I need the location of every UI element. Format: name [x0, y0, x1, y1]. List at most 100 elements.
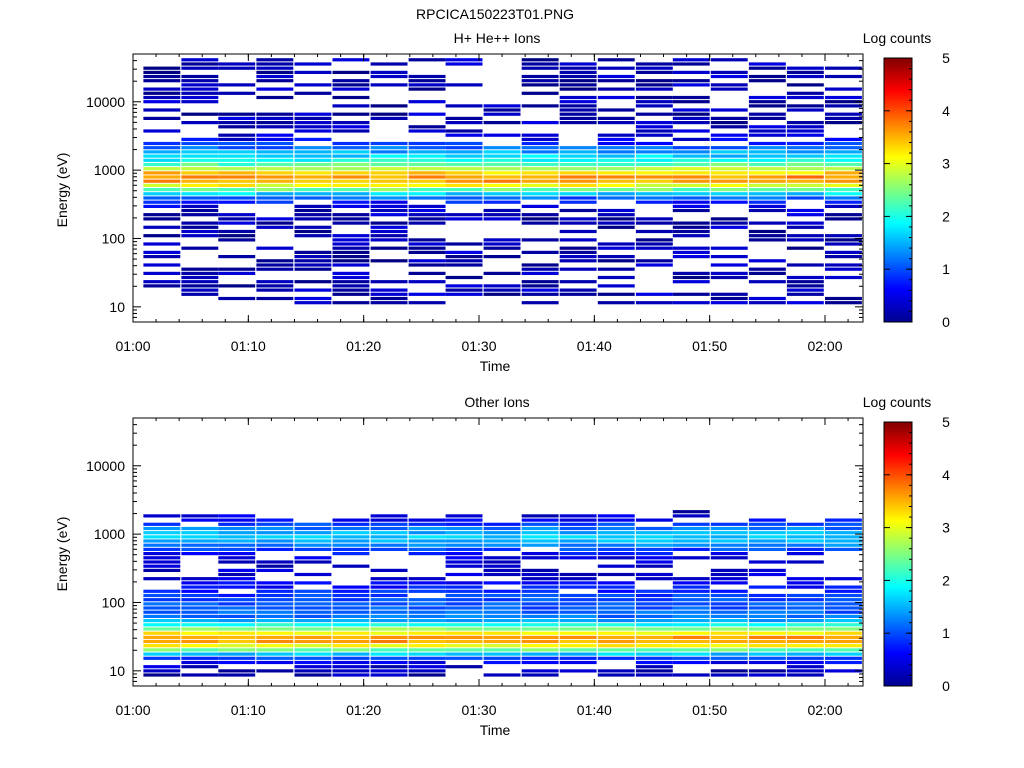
x-tick-label: 01:10	[231, 702, 266, 718]
heatmap-cell	[825, 614, 862, 618]
heatmap-cell	[181, 552, 219, 556]
heatmap-cell	[825, 585, 862, 589]
heatmap-cell	[635, 87, 673, 91]
heatmap-cell	[445, 259, 483, 263]
heatmap-cell	[332, 631, 370, 635]
heatmap-cell	[710, 188, 748, 192]
heatmap-cell	[597, 58, 635, 62]
heatmap-cell	[483, 208, 521, 213]
heatmap-cell	[635, 644, 673, 648]
colorbar-tick-label: 3	[942, 156, 950, 172]
heatmap-cell	[218, 255, 256, 259]
heatmap-cell	[445, 531, 483, 535]
heatmap-cell	[672, 610, 710, 614]
heatmap-cell	[521, 518, 559, 522]
heatmap-cell	[597, 631, 635, 635]
heatmap-cell	[559, 539, 597, 543]
heatmap-cell	[294, 154, 332, 158]
heatmap-cell	[825, 598, 862, 602]
heatmap-cell	[181, 146, 219, 150]
y-tick-label: 100	[102, 594, 126, 610]
heatmap-cell	[181, 175, 219, 179]
heatmap-cell	[521, 292, 559, 296]
heatmap-cell	[143, 74, 181, 79]
heatmap-cell	[786, 619, 824, 623]
heatmap-cell	[786, 652, 824, 656]
heatmap-cell	[597, 593, 635, 598]
heatmap-cell	[408, 531, 446, 535]
heatmap-cell	[786, 660, 824, 665]
heatmap-cell	[635, 146, 673, 150]
heatmap-cell	[521, 66, 559, 70]
heatmap-cell	[786, 208, 824, 213]
heatmap-cell	[332, 238, 370, 242]
heatmap-cell	[218, 171, 256, 175]
heatmap-cell	[332, 175, 370, 179]
heatmap-cell	[559, 221, 597, 225]
heatmap-cell	[332, 602, 370, 606]
heatmap-cell	[825, 577, 862, 581]
heatmap-cell	[710, 639, 748, 644]
heatmap-cell	[786, 171, 824, 175]
heatmap-cell	[635, 125, 673, 129]
heatmap-cell	[748, 112, 786, 116]
heatmap-cell	[672, 196, 710, 200]
heatmap-cell	[672, 585, 710, 589]
heatmap-cell	[294, 121, 332, 125]
heatmap-cell	[332, 547, 370, 551]
heatmap-cell	[370, 301, 408, 305]
heatmap-cell	[256, 175, 294, 179]
heatmap-cell	[256, 535, 294, 539]
heatmap-cell	[672, 171, 710, 175]
heatmap-cell	[332, 121, 370, 125]
heatmap-cell	[748, 644, 786, 648]
heatmap-cell	[786, 263, 824, 267]
heatmap-cell	[408, 589, 446, 593]
x-tick-label: 01:50	[692, 702, 727, 718]
heatmap-cell	[710, 598, 748, 602]
heatmap-cell	[559, 246, 597, 250]
heatmap-cell	[710, 652, 748, 656]
heatmap-cell	[256, 221, 294, 225]
heatmap-cell	[181, 543, 219, 547]
heatmap-cell	[786, 673, 824, 677]
heatmap-cell	[256, 158, 294, 162]
heatmap-cell	[635, 121, 673, 125]
heatmap-cell	[143, 535, 181, 539]
heatmap-cell	[181, 58, 219, 62]
heatmap-cell	[218, 518, 256, 522]
heatmap-cell	[332, 171, 370, 175]
heatmap-cell	[748, 150, 786, 154]
heatmap-cell	[825, 255, 862, 259]
heatmap-cell	[825, 95, 862, 100]
heatmap-cell	[635, 639, 673, 644]
heatmap-cell	[672, 510, 710, 514]
heatmap-cell	[597, 137, 635, 141]
heatmap-cell	[332, 271, 370, 275]
heatmap-cell	[408, 602, 446, 606]
heatmap-cell	[672, 581, 710, 585]
heatmap-cell	[408, 518, 446, 522]
y-tick-label: 10000	[86, 94, 125, 110]
heatmap-cell	[635, 623, 673, 627]
heatmap-cell	[748, 179, 786, 183]
heatmap-cell	[332, 564, 370, 568]
heatmap-cell	[256, 79, 294, 83]
heatmap-cell	[635, 154, 673, 158]
heatmap-cell	[521, 83, 559, 87]
heatmap-cell	[294, 631, 332, 635]
heatmap-cell	[559, 522, 597, 526]
heatmap-cell	[370, 246, 408, 250]
heatmap-cell	[672, 631, 710, 635]
colorbar-tick-label: 2	[942, 572, 950, 588]
heatmap-cell	[597, 585, 635, 589]
heatmap-cell	[825, 100, 862, 104]
heatmap-cell	[218, 296, 256, 301]
heatmap-cell	[672, 280, 710, 284]
heatmap-cell	[408, 162, 446, 167]
heatmap-cell	[786, 221, 824, 225]
heatmap-cell	[597, 171, 635, 175]
heatmap-cell	[825, 652, 862, 656]
heatmap-cell	[370, 610, 408, 614]
heatmap-cell	[370, 213, 408, 217]
